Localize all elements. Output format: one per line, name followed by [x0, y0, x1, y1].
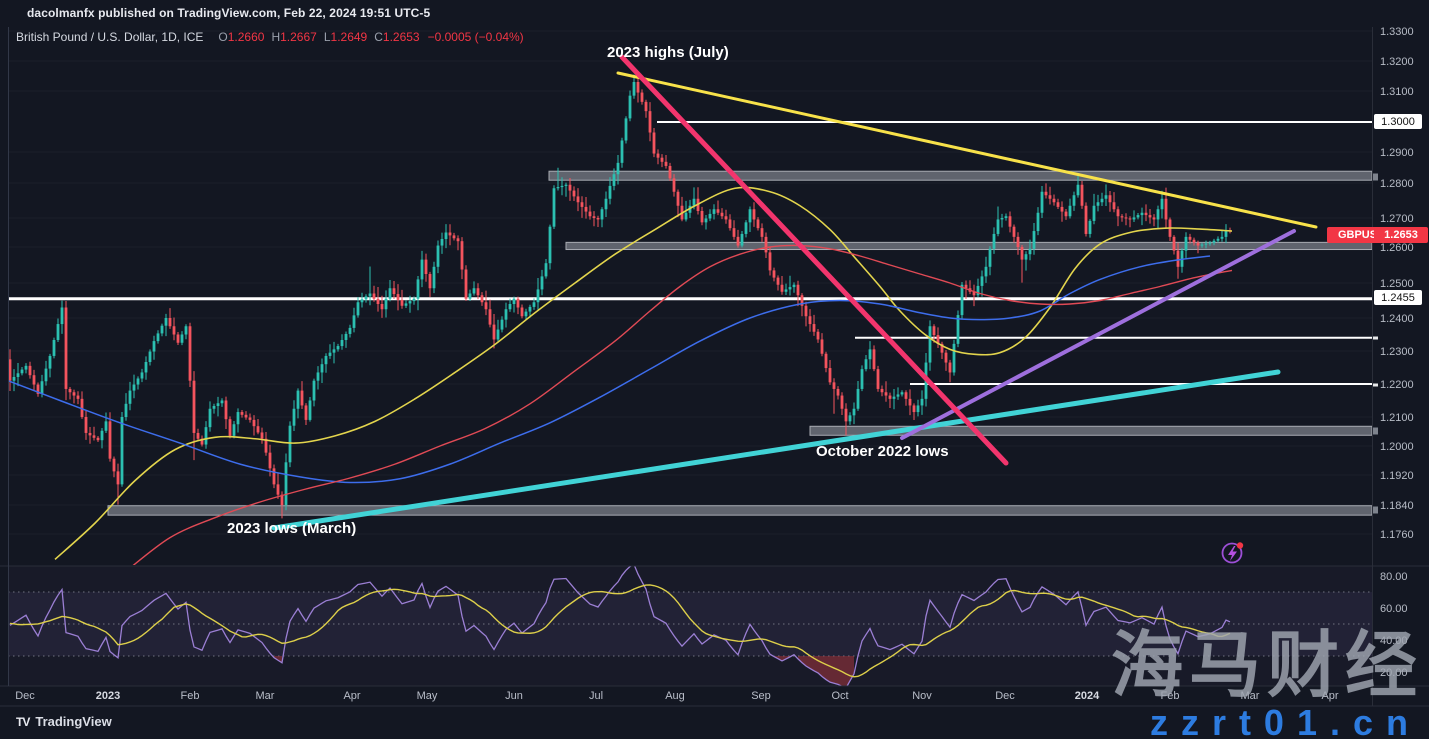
boost-lightning-icon[interactable] — [1221, 542, 1244, 564]
svg-text:Dec: Dec — [15, 690, 35, 702]
last-price-badge: 1.2653 — [1374, 227, 1428, 243]
trendline-rising-purple — [900, 229, 1296, 440]
change-value: −0.0005 (−0.04%) — [427, 30, 524, 44]
svg-text:Jul: Jul — [589, 690, 603, 702]
time-axis[interactable]: Dec 2023 Feb Mar Apr May Jun Jul Aug Sep Oct Nov Dec… — [15, 690, 1339, 702]
candles — [8, 74, 1232, 519]
svg-text:Mar: Mar — [1241, 690, 1260, 702]
svg-text:1.2800: 1.2800 — [1380, 178, 1414, 190]
svg-text:1.3100: 1.3100 — [1380, 86, 1414, 98]
svg-text:Apr: Apr — [1321, 690, 1338, 702]
svg-text:Dec: Dec — [995, 690, 1015, 702]
svg-text:1.2300: 1.2300 — [1380, 346, 1414, 358]
resistance-zone — [548, 170, 1372, 181]
rsi-ma-line — [9, 584, 1231, 678]
trendline-steep-pink — [619, 54, 1009, 466]
svg-text:Aug: Aug — [665, 690, 685, 702]
trendline-descending-yellow — [616, 71, 1318, 229]
svg-text:Mar: Mar — [256, 690, 275, 702]
rsi-pane[interactable] — [8, 565, 1372, 688]
annotation-october-2022-lows: October 2022 lows — [816, 443, 949, 460]
symbol-header[interactable]: British Pound / U.S. Dollar, 1D, ICE O1.2… — [16, 30, 524, 44]
main-price-pane[interactable] — [8, 31, 1372, 572]
svg-text:80.00: 80.00 — [1380, 571, 1408, 583]
svg-text:Sep: Sep — [751, 690, 771, 702]
svg-text:1.2600: 1.2600 — [1380, 242, 1414, 254]
svg-text:1.2000: 1.2000 — [1380, 441, 1414, 453]
svg-text:Oct: Oct — [831, 690, 848, 702]
svg-text:May: May — [417, 690, 438, 702]
svg-text:20.00: 20.00 — [1380, 667, 1408, 679]
svg-text:1.2100: 1.2100 — [1380, 412, 1414, 424]
open-value: 1.2660 — [227, 30, 265, 44]
svg-text:1.1840: 1.1840 — [1380, 500, 1414, 512]
price-axis[interactable]: 1.3300 1.3200 1.3100 1.2900 1.2800 1.2700 1.26… — [1373, 26, 1414, 679]
tradingview-brand-text: TradingView — [35, 714, 112, 729]
rsi-oversold-area — [774, 656, 790, 661]
high-label: H — [271, 30, 281, 44]
close-label: C — [374, 30, 383, 44]
svg-text:1.1920: 1.1920 — [1380, 470, 1414, 482]
tradingview-logo[interactable]: TV TradingView — [16, 714, 112, 729]
svg-text:60.00: 60.00 — [1380, 603, 1408, 615]
resistance-zone — [107, 505, 1372, 516]
ma-red — [132, 244, 1233, 565]
tradingview-mark-icon: TV — [16, 714, 30, 729]
resistance-zone — [565, 241, 1372, 251]
annotation-2023-highs: 2023 highs (July) — [607, 44, 729, 61]
svg-text:1.2500: 1.2500 — [1380, 278, 1414, 290]
level-badge-12455: 1.2455 — [1374, 290, 1422, 305]
svg-text:1.3300: 1.3300 — [1380, 26, 1414, 38]
level-badge-13000: 1.3000 — [1374, 114, 1422, 129]
symbol-title: British Pound / U.S. Dollar, 1D, ICE — [16, 30, 204, 44]
watermark-url: zzrt01.cn — [1149, 702, 1421, 739]
svg-text:1.1760: 1.1760 — [1380, 529, 1414, 541]
svg-text:Nov: Nov — [912, 690, 932, 702]
low-value: 1.2649 — [330, 30, 368, 44]
svg-text:Feb: Feb — [1161, 690, 1180, 702]
publish-info: dacolmanfx published on TradingView.com,… — [27, 6, 431, 20]
rsi-line — [9, 566, 1231, 686]
svg-text:1.3200: 1.3200 — [1380, 56, 1414, 68]
svg-text:Feb: Feb — [181, 690, 200, 702]
svg-text:1.2900: 1.2900 — [1380, 147, 1414, 159]
rsi-oversold-area — [798, 656, 854, 686]
open-label: O — [218, 30, 228, 44]
svg-text:1.2200: 1.2200 — [1380, 379, 1414, 391]
watermark-cjk: 海马财经 — [1110, 626, 1423, 706]
high-value: 1.2667 — [280, 30, 317, 44]
close-value: 1.2653 — [382, 30, 420, 44]
svg-text:1.2400: 1.2400 — [1380, 313, 1414, 325]
resistance-zone — [809, 425, 1372, 436]
low-label: L — [323, 30, 331, 44]
svg-text:Apr: Apr — [343, 690, 360, 702]
svg-text:Jun: Jun — [505, 690, 523, 702]
svg-text:2023: 2023 — [96, 690, 120, 702]
annotation-2023-lows: 2023 lows (March) — [227, 520, 357, 537]
ma-blue — [8, 255, 1211, 484]
svg-text:40.00: 40.00 — [1380, 635, 1408, 647]
svg-text:2024: 2024 — [1075, 690, 1100, 702]
trendline-support-cyan — [271, 369, 1281, 531]
svg-text:1.2700: 1.2700 — [1380, 213, 1414, 225]
